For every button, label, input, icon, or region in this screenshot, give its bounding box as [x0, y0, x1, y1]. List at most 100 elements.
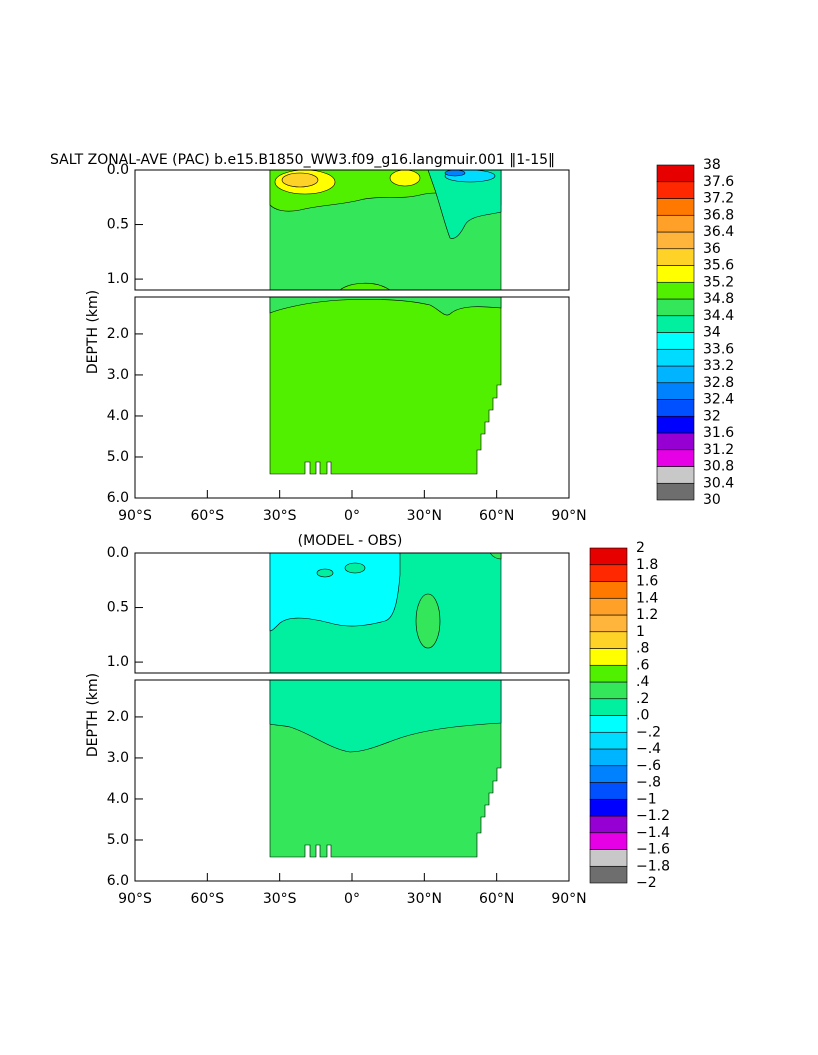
contour-region — [316, 568, 334, 578]
colorbar-box — [656, 382, 695, 400]
contour-region — [269, 296, 502, 316]
colorbar-label: 32.4 — [703, 392, 734, 408]
colorbar-box — [589, 865, 628, 884]
colorbar-box — [589, 597, 628, 616]
colorbar-box — [589, 782, 628, 800]
colorbar-box — [656, 449, 695, 467]
colorbar-box — [656, 265, 695, 283]
colorbar-label: −1.6 — [636, 842, 670, 858]
colorbar-label: 35.2 — [703, 274, 734, 290]
y-tick-label: 0.0 — [107, 162, 129, 178]
colorbar-label: −.8 — [636, 775, 661, 791]
y-tick-label: 5.0 — [107, 449, 129, 465]
colorbar-label: .4 — [636, 674, 649, 690]
colorbar-box — [589, 564, 628, 582]
colorbar-label: 32.8 — [703, 375, 734, 391]
colorbar-label: 30.4 — [703, 475, 734, 491]
colorbar-label: .6 — [636, 657, 649, 673]
contour-fields — [269, 552, 502, 858]
colorbar-label: .8 — [636, 641, 649, 657]
x-tick-label: 60°S — [190, 891, 224, 907]
chart-title: SALT ZONAL-AVE (PAC) b.e15.B1850_WW3.f09… — [50, 152, 555, 168]
colorbar: 3030.430.831.231.63232.432.833.233.63434… — [656, 157, 734, 508]
colorbar-label: 1.4 — [636, 590, 658, 606]
colorbar-label: 33.6 — [703, 341, 734, 357]
contour-region — [489, 552, 502, 560]
x-tick-label: 60°S — [190, 508, 224, 524]
y-tick-label: 0.5 — [107, 600, 129, 616]
colorbar-label: −.4 — [636, 741, 661, 757]
colorbar-box — [589, 849, 628, 867]
contour-region — [269, 679, 502, 753]
colorbar-label: 34.4 — [703, 308, 734, 324]
colorbar-label: 31.6 — [703, 425, 734, 441]
colorbar-label: −1.2 — [636, 808, 670, 824]
plot-frame — [134, 552, 570, 674]
colorbar-box — [656, 332, 695, 350]
colorbar-box — [656, 348, 695, 367]
colorbar-label: .0 — [636, 708, 649, 724]
colorbar-label: −2 — [636, 875, 657, 891]
colorbar-box — [656, 482, 695, 501]
contour-region — [281, 172, 319, 188]
colorbar-box — [589, 681, 628, 700]
colorbar-box — [656, 248, 695, 266]
y-tick-label: 3.0 — [107, 750, 129, 766]
colorbar-label: 38 — [703, 157, 721, 173]
colorbar-box — [656, 198, 695, 216]
x-tick-label: 90°S — [118, 891, 152, 907]
colorbar-box — [589, 765, 628, 783]
colorbar-box — [589, 648, 628, 666]
colorbar-box — [589, 815, 628, 834]
colorbar-box — [656, 315, 695, 333]
x-tick-label: 30°S — [263, 891, 297, 907]
plot-frame — [134, 169, 570, 291]
x-tick-label: 90°N — [551, 508, 586, 524]
contour-region — [269, 296, 502, 475]
x-tick-label: 0° — [344, 508, 360, 524]
colorbar-box — [589, 698, 628, 716]
colorbar-box — [656, 432, 695, 451]
colorbar-box — [656, 281, 695, 300]
y-tick-label: 2.0 — [107, 326, 129, 342]
x-tick-label: 60°N — [479, 891, 514, 907]
y-tick-label: 6.0 — [107, 490, 129, 506]
colorbar-label: 36.4 — [703, 224, 734, 240]
colorbar-label: 1.8 — [636, 557, 658, 573]
y-tick-label: 0.5 — [107, 217, 129, 233]
y-tick-label: 3.0 — [107, 367, 129, 383]
colorbar-label: 37.2 — [703, 191, 734, 207]
colorbar-label: 33.2 — [703, 358, 734, 374]
colorbar-label: 37.6 — [703, 174, 734, 190]
x-tick-label: 60°N — [479, 508, 514, 524]
chart: (MODEL - OBS) DEPTH (km) 0.0 0.5 1.0 2.0 3.0 4.… — [85, 533, 587, 907]
colorbar-box — [589, 614, 628, 633]
colorbar-label: 32 — [703, 408, 721, 424]
colorbar-label: 2 — [636, 540, 645, 556]
colorbar-label: −1.4 — [636, 825, 670, 841]
colorbar-label: 1.6 — [636, 574, 658, 590]
y-tick-label: 4.0 — [107, 791, 129, 807]
x-tick-label: 0° — [344, 891, 360, 907]
chart: SALT ZONAL-AVE (PAC) b.e15.B1850_WW3.f09… — [50, 152, 587, 524]
colorbar-label: 30.8 — [703, 459, 734, 475]
contour-region — [389, 169, 421, 187]
colorbar-label: −1.8 — [636, 858, 670, 874]
colorbar-label: −1 — [636, 791, 657, 807]
colorbar-box — [589, 547, 628, 566]
colorbar-label: 34.8 — [703, 291, 734, 307]
y-tick-label: 1.0 — [107, 654, 129, 670]
y-tick-label: 4.0 — [107, 408, 129, 424]
contour-region — [444, 169, 466, 177]
y-axis-label: DEPTH (km) — [85, 673, 101, 757]
colorbar: −2−1.8−1.6−1.4−1.2−1−.8−.6−.4−.2.0.2.4.6… — [589, 540, 670, 891]
y-tick-label: 0.0 — [107, 545, 129, 561]
colorbar-box — [589, 715, 628, 733]
colorbar-box — [589, 581, 628, 599]
colorbar-box — [589, 748, 628, 767]
colorbar-box — [656, 466, 695, 484]
colorbar-label: 36.8 — [703, 207, 734, 223]
colorbar-box — [656, 298, 695, 317]
colorbar-box — [656, 214, 695, 233]
y-tick-label: 5.0 — [107, 832, 129, 848]
